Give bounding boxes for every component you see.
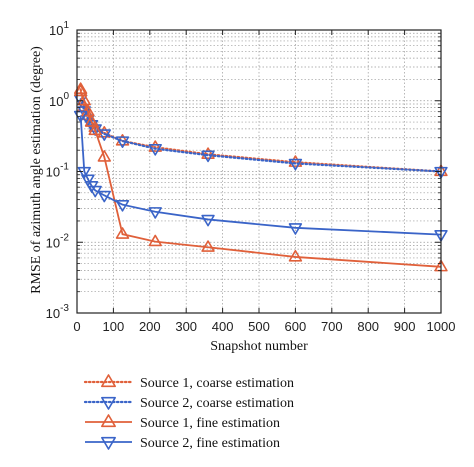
data-point [288, 249, 303, 262]
x-tick-label: 900 [394, 319, 416, 334]
legend-marker [101, 436, 116, 450]
y-tick-exponent: -1 [60, 162, 69, 173]
data-point [77, 93, 91, 106]
y-tick-base: 10 [49, 23, 63, 38]
x-tick-label: 300 [175, 319, 197, 334]
y-tick-exponent: 1 [63, 20, 69, 31]
data-point [73, 84, 88, 97]
y-tick-exponent: -2 [60, 232, 69, 243]
legend-marker [101, 396, 116, 410]
x-tick-label: 500 [248, 319, 270, 334]
y-tick-label: 100 [49, 91, 69, 109]
legend-entry: Source 1, fine estimation [85, 414, 280, 431]
legend-entry: Source 2, coarse estimation [83, 396, 294, 411]
plot-area [73, 30, 448, 313]
legend-label: Source 1, coarse estimation [140, 376, 294, 391]
data-point [201, 150, 215, 163]
x-tick-label: 600 [285, 319, 307, 334]
legend-label: Source 2, coarse estimation [140, 396, 294, 411]
y-tick-base: 10 [46, 165, 60, 180]
legend-label: Source 2, fine estimation [140, 436, 280, 451]
data-point [148, 144, 162, 156]
data-point [77, 166, 91, 179]
x-tick-label: 400 [212, 319, 234, 334]
legend-marker [101, 374, 116, 388]
axes: 0 100 200 300 400 500 600 700 800 900 100010-310-2… [46, 20, 456, 334]
y-tick-label: 101 [49, 20, 69, 38]
data-point [115, 227, 130, 239]
y-tick-label: 10-2 [46, 232, 70, 250]
y-tick-base: 10 [46, 235, 60, 250]
data-point [201, 214, 215, 227]
series-3 [73, 84, 448, 272]
y-tick-label: 10-3 [46, 303, 70, 321]
y-tick-base: 10 [46, 306, 60, 321]
x-tick-label: 700 [321, 319, 343, 334]
data-point [115, 136, 130, 148]
x-tick-label: 0 [73, 319, 80, 334]
data-point [97, 190, 111, 203]
data-point [88, 123, 102, 136]
data-point [81, 104, 95, 117]
x-tick-label: 1000 [427, 319, 456, 334]
y-tick-base: 10 [49, 94, 63, 109]
x-axis-label: Snapshot number [210, 339, 308, 354]
data-point [97, 150, 111, 162]
data-point [148, 140, 162, 152]
legend: Source 1, coarse estimation Source 2, coa… [83, 374, 294, 451]
data-point [148, 234, 162, 247]
data-point [201, 240, 215, 252]
y-axis-label: RMSE of azimuth angle estimation (degree… [29, 46, 44, 294]
data-point [115, 200, 130, 212]
legend-label: Source 1, fine estimation [140, 416, 280, 431]
y-tick-label: 10-1 [46, 162, 70, 180]
legend-entry: Source 2, fine estimation [85, 436, 280, 451]
data-point [288, 158, 303, 171]
data-point [288, 155, 303, 167]
data-point [201, 147, 215, 159]
data-point [148, 207, 162, 219]
y-tick-exponent: -3 [60, 303, 69, 314]
x-tick-label: 200 [139, 319, 161, 334]
series-line [79, 115, 442, 236]
legend-entry: Source 1, coarse estimation [83, 374, 294, 391]
series-line [79, 98, 443, 173]
legend-marker [101, 414, 116, 428]
data-point [84, 115, 99, 127]
y-tick-exponent: 0 [63, 91, 69, 102]
data-point [81, 174, 95, 187]
x-tick-label: 800 [357, 319, 379, 334]
x-tick-label: 100 [103, 319, 125, 334]
data-point [288, 223, 303, 235]
